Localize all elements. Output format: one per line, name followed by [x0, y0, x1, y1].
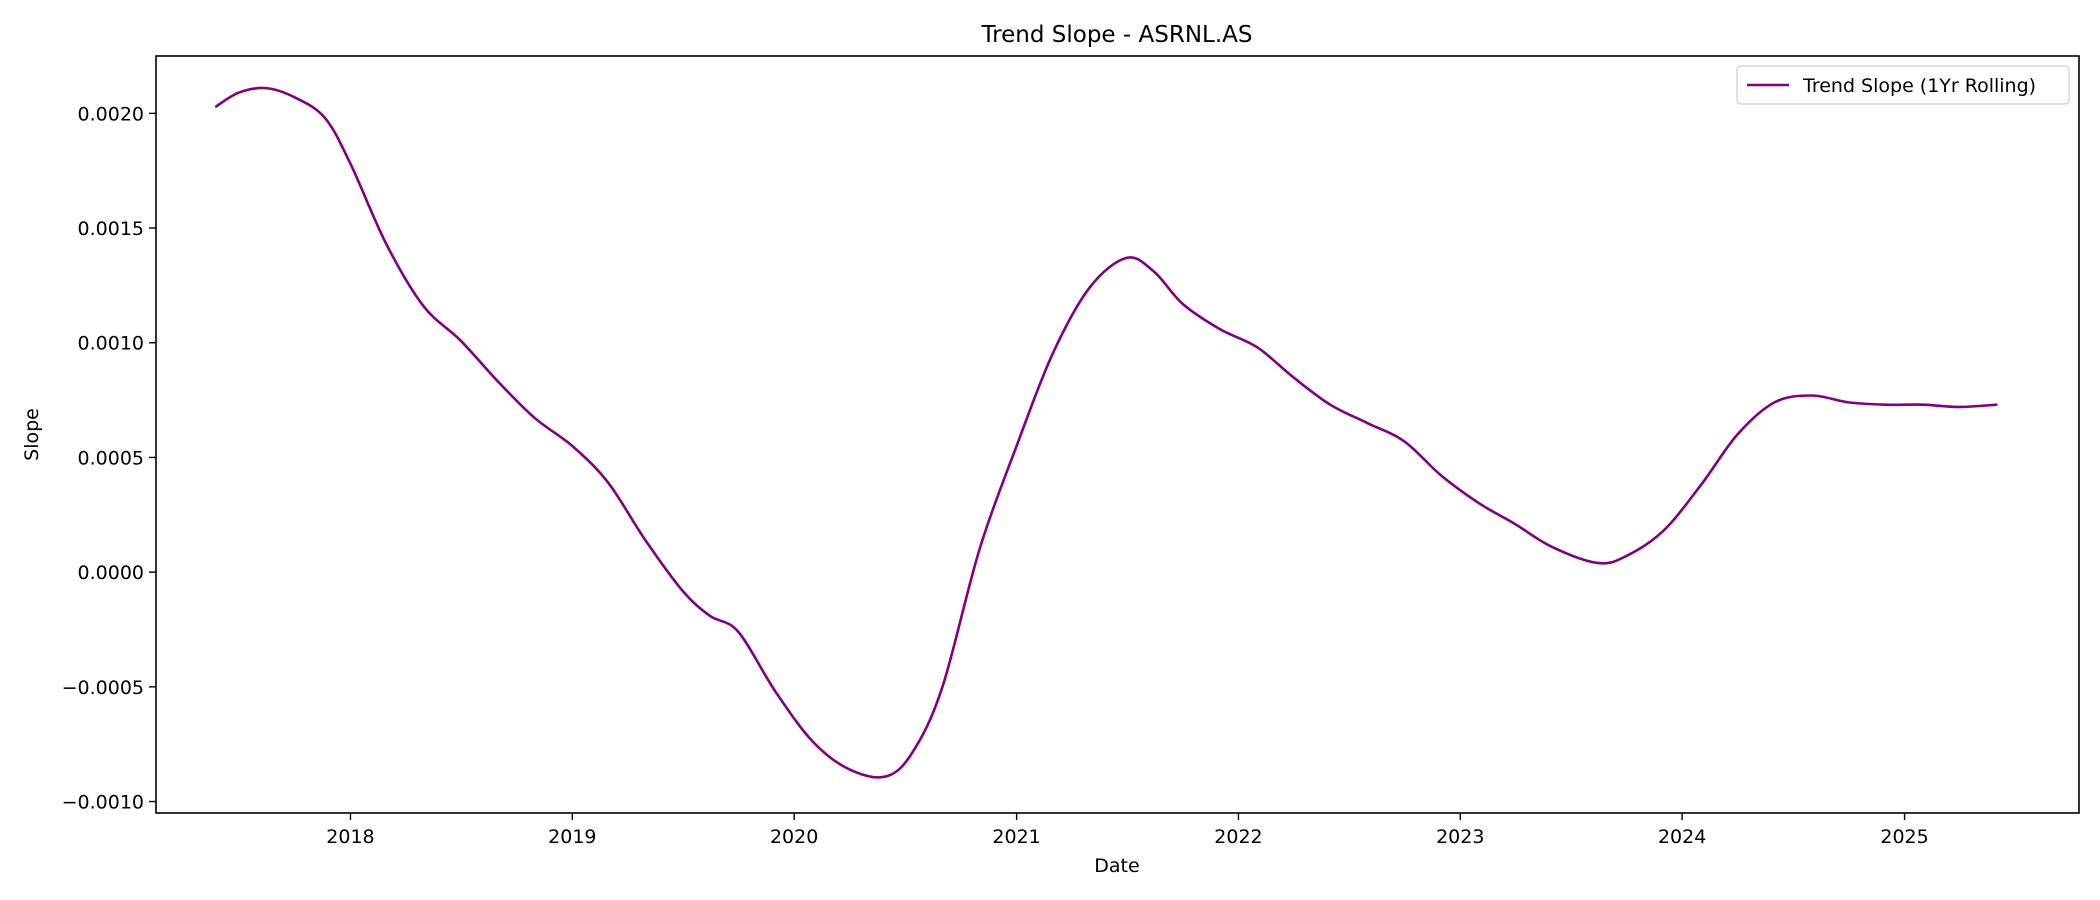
x-axis-title: Date — [1094, 855, 1139, 877]
y-tick-label: 0.0015 — [78, 218, 144, 240]
legend-label: Trend Slope (1Yr Rolling) — [1802, 75, 2036, 97]
chart-title: Trend Slope - ASRNL.AS — [981, 22, 1253, 48]
y-tick-label: 0.0000 — [78, 562, 144, 584]
legend-box — [1736, 65, 2070, 105]
series-layer — [214, 86, 1998, 779]
y-tick-label: −0.0005 — [62, 677, 144, 699]
x-tick-label: 2020 — [770, 826, 818, 848]
x-tick-label: 2022 — [1214, 826, 1262, 848]
y-tick-label: −0.0010 — [62, 792, 144, 814]
x-tick-label: 2025 — [1880, 826, 1928, 848]
x-tick-label: 2019 — [548, 826, 596, 848]
plot-frame — [155, 55, 2080, 814]
series-line-trend-slope — [214, 86, 1998, 779]
y-tick-label: 0.0020 — [78, 103, 144, 125]
x-tick-label: 2021 — [992, 826, 1040, 848]
x-axis-ticks: 2018 2019 2020 2021 2022 2023 2024 2025 — [326, 813, 1929, 848]
y-axis-title: Slope — [21, 408, 43, 461]
x-tick-label: 2018 — [326, 826, 374, 848]
x-tick-label: 2024 — [1658, 826, 1706, 848]
legend: Trend Slope (1Yr Rolling) — [1736, 65, 2070, 105]
x-tick-label: 2023 — [1436, 826, 1484, 848]
y-axis-ticks: 0.0020 0.0015 0.0010 0.0005 0.0000 −0.0005 −0.… — [62, 103, 156, 814]
y-tick-label: 0.0010 — [78, 333, 144, 355]
y-tick-label: 0.0005 — [78, 447, 144, 469]
